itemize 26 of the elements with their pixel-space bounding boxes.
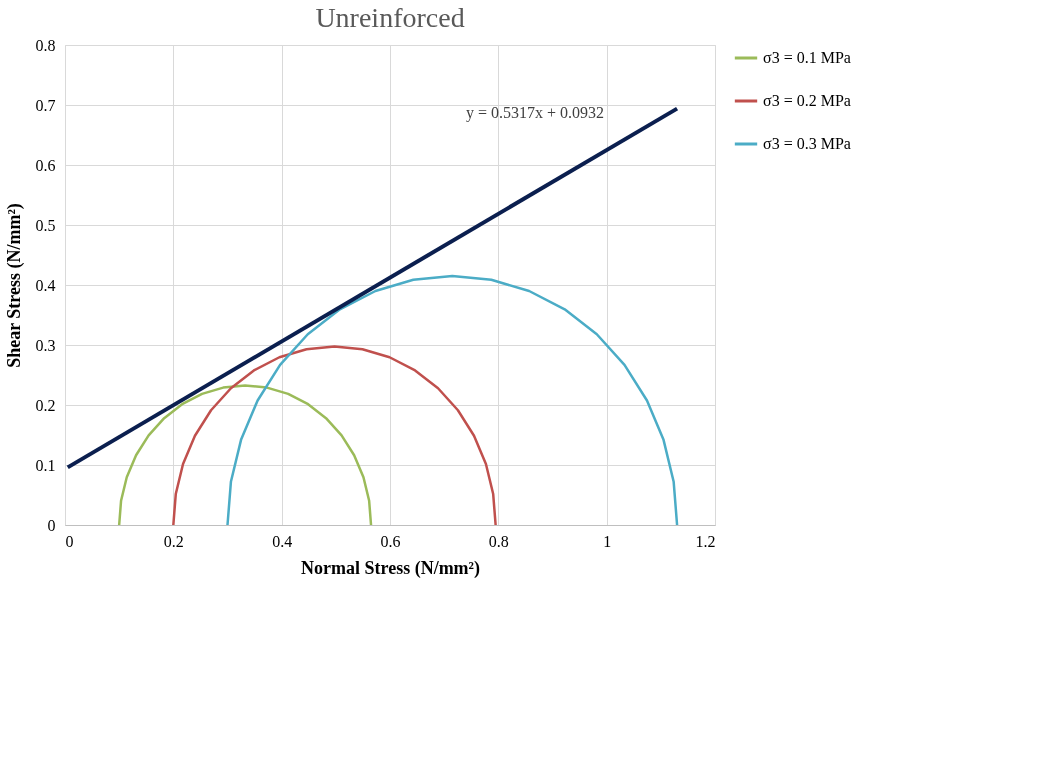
y-tick-label: 0.5 [35, 216, 56, 234]
y-tick-label: 0 [47, 516, 56, 534]
y-tick-label: 0.3 [35, 336, 56, 354]
y-tick-label: 0.7 [35, 96, 56, 114]
legend-label: σ3 = 0.2 MPa [763, 92, 851, 109]
x-tick-label: 0.2 [163, 532, 184, 550]
legend-label: σ3 = 0.1 MPa [763, 49, 851, 66]
x-tick-label: 0 [65, 532, 74, 550]
y-tick-label: 0.8 [35, 36, 56, 54]
x-axis-title: Normal Stress (N/mm²) [300, 557, 481, 579]
chart-title: Unreinforced [315, 2, 465, 33]
y-tick-label: 0.6 [35, 156, 56, 174]
y-tick-label: 0.2 [35, 396, 56, 414]
line-series [117, 384, 373, 527]
line-series [172, 345, 497, 527]
x-tick-label: 1 [603, 532, 612, 550]
y-tick-label: 0.4 [35, 276, 56, 294]
line-series [226, 274, 679, 527]
y-tick-label: 0.1 [35, 456, 56, 474]
x-tick-label: 0.4 [272, 532, 293, 550]
y-axis-title: Shear Stress (N/mm²) [3, 203, 25, 368]
x-tick-label: 0.6 [380, 532, 401, 550]
x-tick-label: 0.8 [488, 532, 509, 550]
legend-label: σ3 = 0.3 MPa [763, 135, 851, 152]
annotation: y = 0.5317x + 0.0932 [465, 104, 605, 122]
x-tick-label: 1.2 [695, 532, 716, 550]
